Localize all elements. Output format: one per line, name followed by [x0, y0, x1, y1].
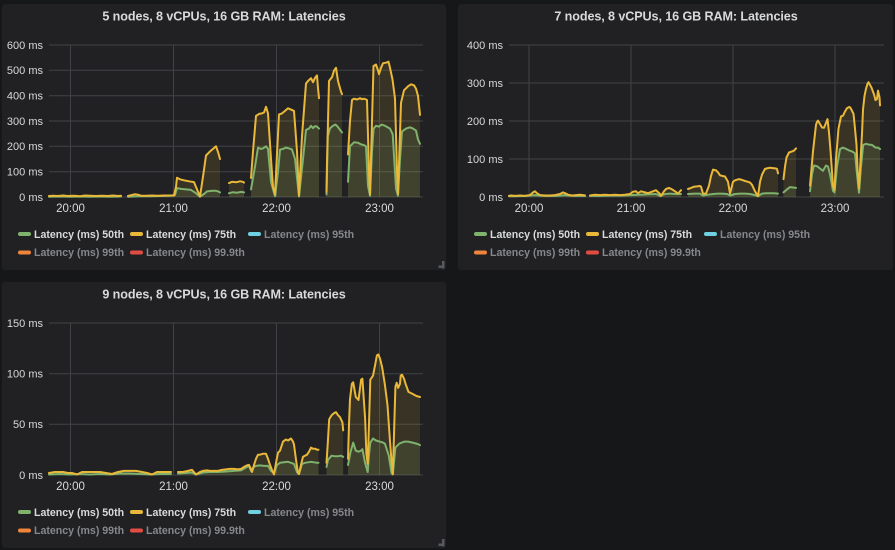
- svg-text:Latency (ms) 75th: Latency (ms) 75th: [146, 229, 236, 241]
- svg-text:21:00: 21:00: [159, 481, 188, 493]
- svg-text:23:00: 23:00: [365, 203, 394, 215]
- svg-text:Latency (ms) 75th: Latency (ms) 75th: [146, 507, 236, 519]
- svg-text:20:00: 20:00: [56, 203, 85, 215]
- svg-text:23:00: 23:00: [365, 481, 394, 493]
- svg-text:Latency (ms) 99th: Latency (ms) 99th: [34, 247, 124, 259]
- svg-text:600 ms: 600 ms: [7, 40, 44, 52]
- svg-text:20:00: 20:00: [515, 203, 544, 215]
- svg-text:7 nodes, 8 vCPUs, 16 GB RAM: L: 7 nodes, 8 vCPUs, 16 GB RAM: Latencies: [554, 10, 797, 24]
- svg-text:Latency (ms) 99.9th: Latency (ms) 99.9th: [146, 247, 245, 259]
- svg-text:23:00: 23:00: [821, 203, 850, 215]
- svg-text:0 ms: 0 ms: [19, 192, 43, 204]
- svg-text:Latency (ms) 95th: Latency (ms) 95th: [264, 507, 354, 519]
- svg-text:0 ms: 0 ms: [19, 470, 43, 482]
- svg-text:400 ms: 400 ms: [467, 40, 504, 52]
- svg-text:300 ms: 300 ms: [467, 78, 504, 90]
- svg-text:50 ms: 50 ms: [13, 419, 43, 431]
- svg-text:Latency (ms) 95th: Latency (ms) 95th: [264, 229, 354, 241]
- svg-text:22:00: 22:00: [262, 481, 291, 493]
- svg-text:5 nodes, 8 vCPUs, 16 GB RAM: L: 5 nodes, 8 vCPUs, 16 GB RAM: Latencies: [102, 10, 345, 24]
- svg-text:100 ms: 100 ms: [7, 167, 44, 179]
- svg-text:0 ms: 0 ms: [479, 192, 503, 204]
- svg-text:400 ms: 400 ms: [7, 91, 44, 103]
- svg-text:22:00: 22:00: [719, 203, 748, 215]
- svg-text:21:00: 21:00: [159, 203, 188, 215]
- svg-text:100 ms: 100 ms: [467, 154, 504, 166]
- svg-text:300 ms: 300 ms: [7, 116, 44, 128]
- svg-text:200 ms: 200 ms: [7, 141, 44, 153]
- svg-text:200 ms: 200 ms: [467, 116, 504, 128]
- svg-text:Latency (ms) 50th: Latency (ms) 50th: [490, 229, 580, 241]
- svg-text:100 ms: 100 ms: [7, 369, 44, 381]
- svg-text:Latency (ms) 75th: Latency (ms) 75th: [602, 229, 692, 241]
- svg-text:Latency (ms) 95th: Latency (ms) 95th: [720, 229, 810, 241]
- svg-text:20:00: 20:00: [56, 481, 85, 493]
- svg-text:22:00: 22:00: [262, 203, 291, 215]
- svg-text:Latency (ms) 50th: Latency (ms) 50th: [34, 229, 124, 241]
- svg-text:Latency (ms) 99.9th: Latency (ms) 99.9th: [602, 247, 701, 259]
- svg-text:150 ms: 150 ms: [7, 318, 44, 330]
- svg-text:21:00: 21:00: [617, 203, 646, 215]
- svg-text:Latency (ms) 99th: Latency (ms) 99th: [490, 247, 580, 259]
- svg-text:Latency (ms) 50th: Latency (ms) 50th: [34, 507, 124, 519]
- svg-text:500 ms: 500 ms: [7, 65, 44, 77]
- svg-text:Latency (ms) 99th: Latency (ms) 99th: [34, 525, 124, 537]
- svg-text:Latency (ms) 99.9th: Latency (ms) 99.9th: [146, 525, 245, 537]
- svg-text:9 nodes, 8 vCPUs, 16 GB RAM: L: 9 nodes, 8 vCPUs, 16 GB RAM: Latencies: [102, 288, 345, 302]
